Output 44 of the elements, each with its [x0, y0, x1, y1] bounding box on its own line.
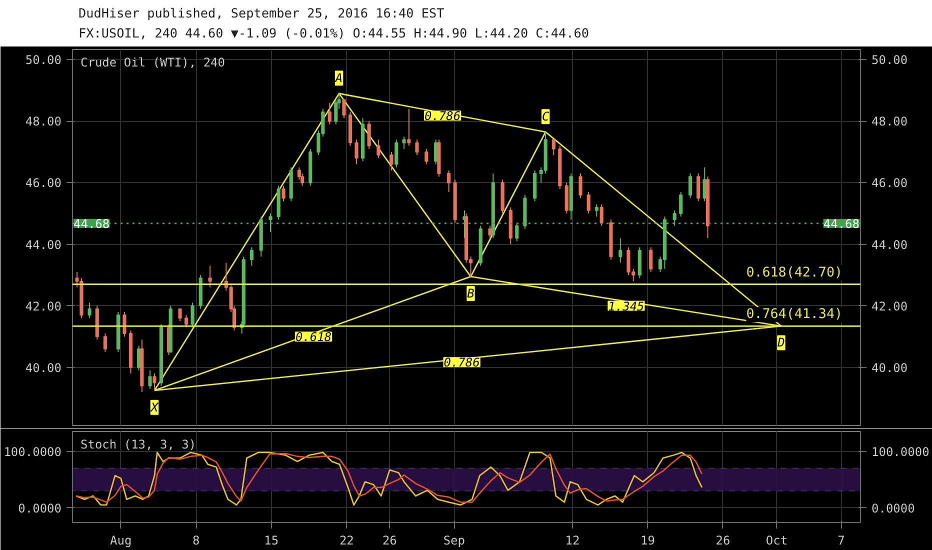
x-tick-label: 8 — [192, 534, 200, 548]
x-tick-label: 19 — [640, 534, 655, 548]
y-tick-label: 0.0000 — [18, 501, 62, 516]
y-tick-label: 50.00 — [25, 53, 62, 68]
y2-tick-label: 44.00 — [872, 238, 908, 252]
x-tick-label: 26 — [382, 534, 397, 548]
y-tick-label: 46.00 — [25, 176, 62, 190]
y2-tick-label: 100.0000 — [872, 444, 930, 459]
y-tick-label: 100.0000 — [4, 444, 62, 459]
y2-tick-label: 0.0000 — [872, 501, 915, 516]
x-tick-label: Aug — [110, 534, 132, 548]
text: Stoch (13, 3, 3) — [80, 438, 196, 452]
x-tick-label: 7 — [838, 534, 845, 548]
ref-line-label: 0.618(42.70) — [746, 265, 843, 280]
annotation: B — [467, 286, 474, 300]
x-tick-label: Sep — [443, 534, 466, 548]
annotation: 0.618 — [295, 330, 332, 344]
annotation: D — [776, 336, 785, 350]
y-tick-label: 44.00 — [25, 238, 62, 252]
annotation: X — [150, 400, 159, 414]
ref-line-label: 44.68 — [74, 216, 110, 231]
chart-subtitle: FX:USOIL, 240 44.60 ▼-1.09 (-0.01%) O:44.55 H:44.90 L:44.20 C:44.60 — [78, 26, 590, 40]
y-tick-label: 48.00 — [25, 114, 62, 129]
y2-tick-label: 42.00 — [872, 299, 908, 314]
annotation: A — [334, 71, 343, 86]
y-tick-label: 40.00 — [25, 360, 62, 375]
x-tick-label: 22 — [339, 534, 354, 548]
x-tick-label: 15 — [264, 534, 279, 548]
y2-tick-label: 46.00 — [872, 176, 908, 190]
annotation: 1.345 — [608, 299, 644, 314]
chart-title: DudHiser published, September 25, 2016 16:40 EST — [78, 6, 445, 20]
y-tick-label: 42.00 — [25, 299, 62, 314]
x-tick-label: Oct — [766, 534, 788, 548]
x-tick-label: 26 — [716, 534, 730, 548]
text: 44.68 — [823, 216, 860, 231]
ref-line-label: 0.764(41.34) — [746, 307, 843, 322]
y2-tick-label: 40.00 — [872, 360, 908, 375]
y2-tick-label: 50.00 — [872, 53, 908, 68]
annotation: C — [542, 110, 550, 124]
annotation: Crude Oil (WTI), 240 — [80, 56, 225, 70]
annotation: 0.786 — [424, 109, 461, 124]
x-tick-label: 12 — [565, 534, 580, 548]
y2-tick-label: 48.00 — [872, 114, 908, 129]
annotation: 0.786 — [444, 356, 480, 370]
